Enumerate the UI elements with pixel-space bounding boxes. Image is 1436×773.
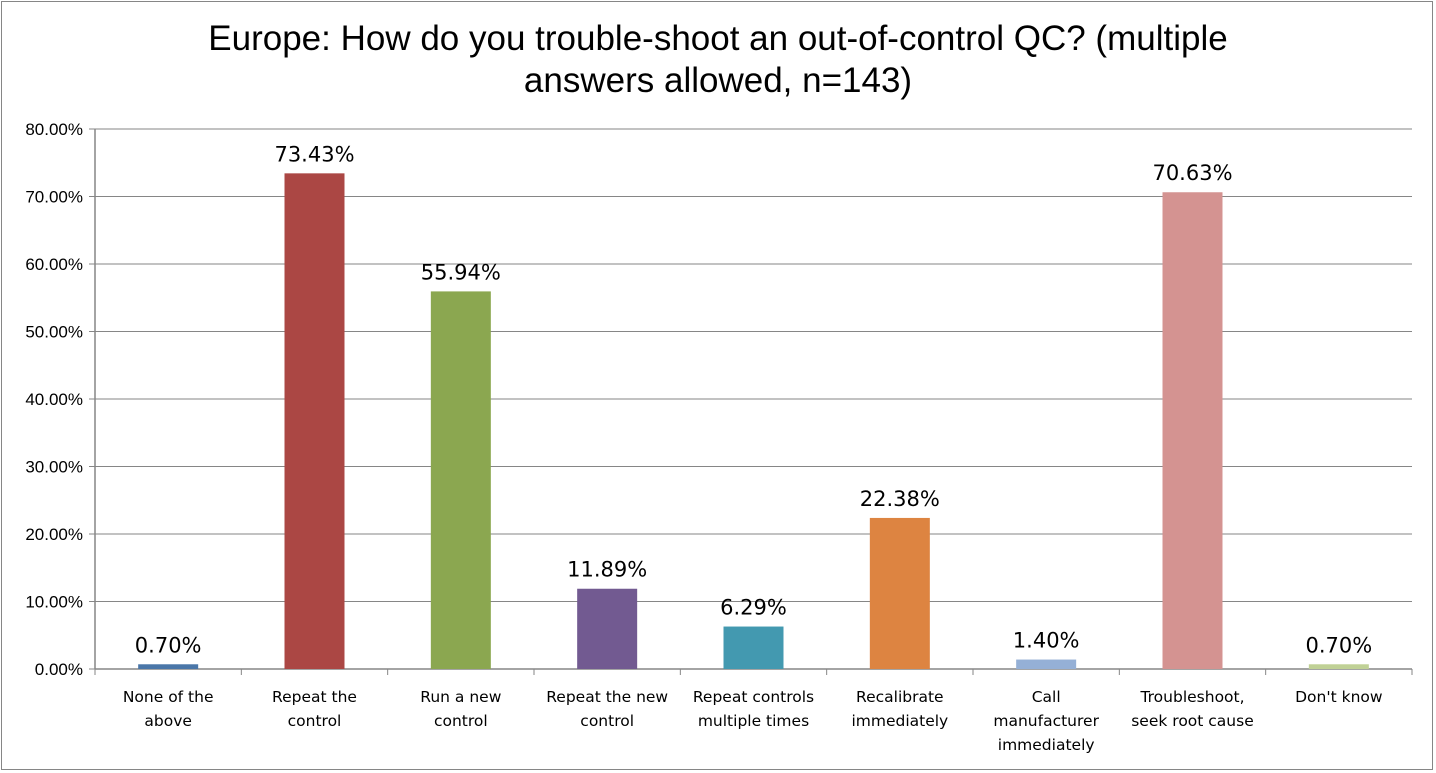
chart-title: Europe: How do you trouble-shoot an out-… <box>0 18 1436 102</box>
y-tick-label: 30.00% <box>25 458 83 477</box>
y-tick-label: 40.00% <box>25 390 83 409</box>
x-tick-label-line: Recalibrate <box>856 688 944 706</box>
bar <box>577 588 638 669</box>
title-line-1: Europe: How do you trouble-shoot an out-… <box>208 19 1228 58</box>
x-tick-label-line: multiple times <box>698 712 809 730</box>
x-tick-label: None of the above <box>123 688 214 730</box>
x-tick-label-line: manufacturer <box>993 712 1099 730</box>
data-label: 0.70% <box>1305 633 1372 657</box>
x-tick-label-line: Repeat the <box>272 688 357 706</box>
bar <box>869 517 930 669</box>
y-tick-label: 70.00% <box>25 188 83 207</box>
x-tick-label-line: control <box>434 712 488 730</box>
bar <box>138 664 199 669</box>
title-line-2: answers allowed, n=143) <box>523 61 913 100</box>
data-label: 73.43% <box>274 142 354 166</box>
data-label: 22.38% <box>860 487 940 511</box>
bar <box>723 626 784 669</box>
x-tick-label: Recalibrate immediately <box>851 688 948 730</box>
bar <box>1162 192 1223 669</box>
x-tick-label-line: seek root cause <box>1131 712 1254 730</box>
x-tick-label: Call manufacturer immediately <box>993 688 1099 754</box>
data-label: 1.40% <box>1013 629 1080 653</box>
bar <box>1016 659 1077 669</box>
x-tick-label-line: None of the <box>123 688 214 706</box>
data-label: 6.29% <box>720 596 787 620</box>
x-tick-label-line: Don't know <box>1295 688 1383 706</box>
x-tick-label: Troubleshoot, seek root cause <box>1131 688 1254 730</box>
data-label: 70.63% <box>1152 161 1232 185</box>
x-tick-label-line: immediately <box>851 712 948 730</box>
x-tick-label-line: above <box>144 712 192 730</box>
x-tick-label-line: Repeat controls <box>693 688 814 706</box>
x-tick-label: Don't know <box>1295 688 1383 706</box>
y-tick-label: 0.00% <box>35 660 83 679</box>
x-tick-label-line: Run a new <box>420 688 501 706</box>
x-tick-label-line: control <box>580 712 634 730</box>
x-tick-label: Repeat controls multiple times <box>693 688 814 730</box>
y-tick-label: 10.00% <box>25 593 83 612</box>
x-tick-label-line: immediately <box>998 736 1095 754</box>
bar <box>430 291 491 669</box>
data-label: 55.94% <box>421 260 501 284</box>
data-label: 0.70% <box>135 633 202 657</box>
x-tick-label: Run a new control <box>420 688 501 730</box>
bar <box>1308 664 1369 669</box>
y-tick-label: 80.00% <box>25 120 83 139</box>
y-tick-label: 20.00% <box>25 525 83 544</box>
x-tick-label: Repeat the control <box>272 688 357 730</box>
data-label: 11.89% <box>567 558 647 582</box>
x-tick-label-line: Troubleshoot, <box>1139 688 1244 706</box>
x-tick-label-line: Repeat the new <box>546 688 668 706</box>
x-tick-label-line: control <box>288 712 342 730</box>
x-tick-label-line: Call <box>1032 688 1061 706</box>
y-tick-label: 50.00% <box>25 323 83 342</box>
y-tick-label: 60.00% <box>25 255 83 274</box>
x-tick-label: Repeat the new control <box>546 688 668 730</box>
bar <box>284 173 345 669</box>
